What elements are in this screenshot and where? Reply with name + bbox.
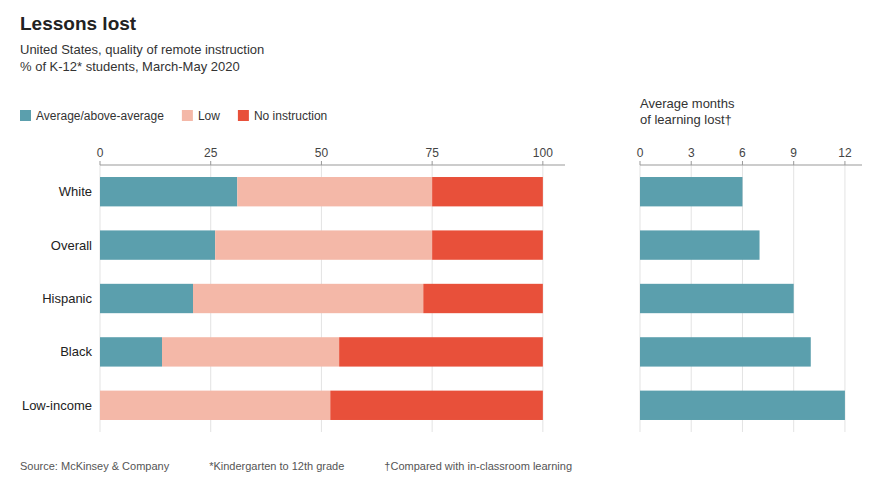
tick-label: 100 <box>533 146 553 160</box>
tick <box>432 161 433 165</box>
axis-line <box>640 165 862 166</box>
legend-label: No instruction <box>254 109 327 123</box>
panel: 0 25 50 75 100 White Overall Hispanic Black Low-i… <box>22 146 565 432</box>
legend-swatch <box>20 110 31 121</box>
tick <box>542 161 543 165</box>
tick-label: 6 <box>739 146 746 160</box>
panel: 0 3 6 9 12 <box>637 146 862 432</box>
bars <box>640 177 845 420</box>
tick <box>844 161 845 165</box>
legend-swatch <box>238 110 249 121</box>
bar-segment <box>100 177 237 206</box>
subtitle: United States, quality of remote instruc… <box>20 42 264 57</box>
tick <box>691 161 692 165</box>
bar-segment <box>100 391 330 420</box>
chart: Lessons lost United States, quality of re… <box>0 0 886 484</box>
category-label: Black <box>60 344 92 359</box>
legend-swatch <box>182 110 193 121</box>
bar-segment <box>339 337 543 366</box>
tick-label: 3 <box>688 146 695 160</box>
tick <box>321 161 322 165</box>
tick-label: 0 <box>97 146 104 160</box>
tick-label: 0 <box>637 146 644 160</box>
tick-label: 50 <box>315 146 329 160</box>
background <box>0 0 886 484</box>
bar <box>640 337 811 366</box>
panel-title: Average months <box>640 96 735 111</box>
tick <box>793 161 794 165</box>
bar-segment <box>193 284 423 313</box>
footnote: *Kindergarten to 12th grade <box>209 460 344 472</box>
tick <box>640 161 641 165</box>
axis-line <box>100 165 565 166</box>
tick <box>742 161 743 165</box>
tick <box>100 161 101 165</box>
bar-segment <box>432 230 543 259</box>
tick-label: 75 <box>425 146 439 160</box>
tick-label: 9 <box>790 146 797 160</box>
bar <box>640 391 845 420</box>
legend-label: Low <box>198 109 220 123</box>
bar-segment <box>162 337 339 366</box>
category-label: White <box>59 184 92 199</box>
bar-segment <box>100 230 215 259</box>
bar-segment <box>100 284 193 313</box>
bar <box>640 284 794 313</box>
tick-label: 25 <box>204 146 218 160</box>
bars <box>100 177 543 420</box>
footnote: Source: McKinsey & Company <box>20 460 170 472</box>
bar-segment <box>423 284 543 313</box>
bar-segment <box>237 177 432 206</box>
title: Lessons lost <box>20 13 137 34</box>
panel-title: of learning lost† <box>640 112 732 127</box>
bar-segment <box>330 391 543 420</box>
tick-label: 12 <box>838 146 852 160</box>
tick <box>210 161 211 165</box>
bar <box>640 177 742 206</box>
bar-segment <box>100 337 162 366</box>
legend-label: Average/above-average <box>36 109 164 123</box>
category-label: Hispanic <box>42 291 92 306</box>
footnote: †Compared with in-classroom learning <box>384 460 572 472</box>
bar <box>640 230 760 259</box>
category-label: Low-income <box>22 398 92 413</box>
subtitle: % of K-12* students, March-May 2020 <box>20 59 240 74</box>
category-label: Overall <box>51 238 92 253</box>
bar-segment <box>215 230 432 259</box>
bar-segment <box>432 177 543 206</box>
